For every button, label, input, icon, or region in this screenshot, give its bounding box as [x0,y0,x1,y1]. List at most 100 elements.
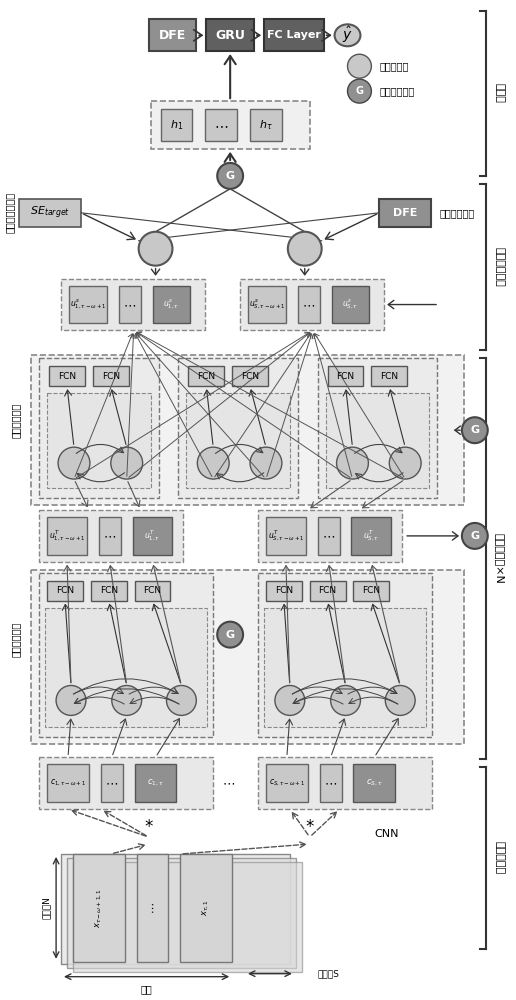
FancyBboxPatch shape [266,581,302,601]
FancyBboxPatch shape [47,764,89,802]
Text: FCN: FCN [380,372,398,381]
Text: $c_{1,\tau}$: $c_{1,\tau}$ [147,778,164,788]
Text: 解码器: 解码器 [495,83,505,103]
Text: $u^s_{1,\tau-\omega+1}$: $u^s_{1,\tau-\omega+1}$ [70,298,106,311]
FancyBboxPatch shape [45,608,207,727]
Text: 站点数S: 站点数S [318,969,340,978]
Circle shape [58,447,90,479]
Text: $x_{\tau-\omega+1,1}$: $x_{\tau-\omega+1,1}$ [94,888,104,928]
Text: 动态特征编码: 动态特征编码 [439,208,474,218]
Text: FCN: FCN [100,586,118,595]
FancyBboxPatch shape [91,581,127,601]
Circle shape [462,417,488,443]
Text: G: G [225,630,235,640]
FancyBboxPatch shape [310,581,346,601]
FancyBboxPatch shape [61,854,290,964]
Text: 特征数N: 特征数N [42,896,51,919]
FancyBboxPatch shape [353,764,395,802]
FancyBboxPatch shape [353,581,389,601]
FancyBboxPatch shape [250,109,282,141]
Text: $u^T_{S,\tau-\omega+1}$: $u^T_{S,\tau-\omega+1}$ [267,529,304,543]
Circle shape [288,232,321,266]
Circle shape [347,54,372,78]
Text: FCN: FCN [362,586,380,595]
Circle shape [217,622,243,648]
Text: G: G [356,86,363,96]
Text: FCN: FCN [56,586,74,595]
FancyBboxPatch shape [73,854,125,962]
Text: $\cdots$: $\cdots$ [322,529,335,542]
Text: 窗口: 窗口 [141,985,152,995]
FancyBboxPatch shape [67,858,296,968]
Circle shape [250,447,282,479]
Text: $h_1$: $h_1$ [170,118,183,132]
Circle shape [112,685,141,715]
Circle shape [197,447,229,479]
FancyBboxPatch shape [47,393,151,488]
FancyBboxPatch shape [99,517,121,555]
Text: FC Layer: FC Layer [267,30,321,40]
FancyBboxPatch shape [328,366,363,386]
Circle shape [56,685,86,715]
Text: $u^T_{1,\tau-\omega+1}$: $u^T_{1,\tau-\omega+1}$ [49,529,85,543]
FancyBboxPatch shape [240,279,384,330]
Text: 空域自注意力: 空域自注意力 [10,403,20,438]
Text: 卷积门控单元: 卷积门控单元 [379,86,414,96]
FancyBboxPatch shape [135,581,170,601]
FancyBboxPatch shape [160,109,192,141]
Circle shape [385,685,415,715]
Text: $h_\tau$: $h_\tau$ [259,118,273,132]
Text: $\cdots$: $\cdots$ [123,298,136,311]
FancyBboxPatch shape [372,366,407,386]
FancyBboxPatch shape [47,581,83,601]
Circle shape [111,447,142,479]
Text: $c_{S,\tau}$: $c_{S,\tau}$ [366,778,383,788]
FancyBboxPatch shape [151,101,310,149]
Text: DFE: DFE [159,29,186,42]
FancyBboxPatch shape [101,764,123,802]
FancyBboxPatch shape [135,764,176,802]
FancyBboxPatch shape [47,517,87,555]
Text: $SE_{target}$: $SE_{target}$ [30,205,70,221]
Text: $x_{\tau,1}$: $x_{\tau,1}$ [201,899,212,916]
Circle shape [336,447,368,479]
Text: $u^T_{S,\tau}$: $u^T_{S,\tau}$ [363,529,379,543]
FancyBboxPatch shape [379,199,431,227]
Circle shape [331,685,361,715]
Text: $u^s_{1,\tau}$: $u^s_{1,\tau}$ [164,298,180,311]
Text: *: * [144,818,153,836]
FancyBboxPatch shape [186,393,290,488]
Text: 注意力机制: 注意力机制 [379,61,409,71]
Text: DFE: DFE [393,208,417,218]
Text: 时域自注意力: 时域自注意力 [10,622,20,657]
FancyBboxPatch shape [318,358,437,498]
Text: $\cdots$: $\cdots$ [105,777,118,790]
FancyBboxPatch shape [39,510,183,562]
FancyBboxPatch shape [93,366,128,386]
Text: CNN: CNN [375,829,399,839]
Text: G: G [225,171,235,181]
FancyBboxPatch shape [351,517,391,555]
Text: $\cdots$: $\cdots$ [214,118,229,132]
FancyBboxPatch shape [266,764,308,802]
FancyBboxPatch shape [119,286,141,323]
FancyBboxPatch shape [258,757,432,809]
Text: FCN: FCN [336,372,354,381]
FancyBboxPatch shape [39,358,158,498]
Circle shape [139,232,172,266]
FancyBboxPatch shape [326,393,429,488]
FancyBboxPatch shape [332,286,369,323]
Text: $\cdots$: $\cdots$ [148,902,157,914]
Text: $u^s_{S,\tau}$: $u^s_{S,\tau}$ [343,298,359,311]
FancyBboxPatch shape [179,358,298,498]
FancyBboxPatch shape [61,279,205,330]
Text: $\cdots$: $\cdots$ [302,298,315,311]
Circle shape [217,163,243,189]
FancyBboxPatch shape [258,510,402,562]
Text: $c_{S,\tau-\omega+1}$: $c_{S,\tau-\omega+1}$ [269,778,305,788]
Text: 动态站点融合: 动态站点融合 [495,247,505,287]
FancyBboxPatch shape [320,764,342,802]
FancyBboxPatch shape [188,366,224,386]
Text: $c_{1,\tau-\omega+1}$: $c_{1,\tau-\omega+1}$ [50,778,86,788]
Circle shape [275,685,305,715]
